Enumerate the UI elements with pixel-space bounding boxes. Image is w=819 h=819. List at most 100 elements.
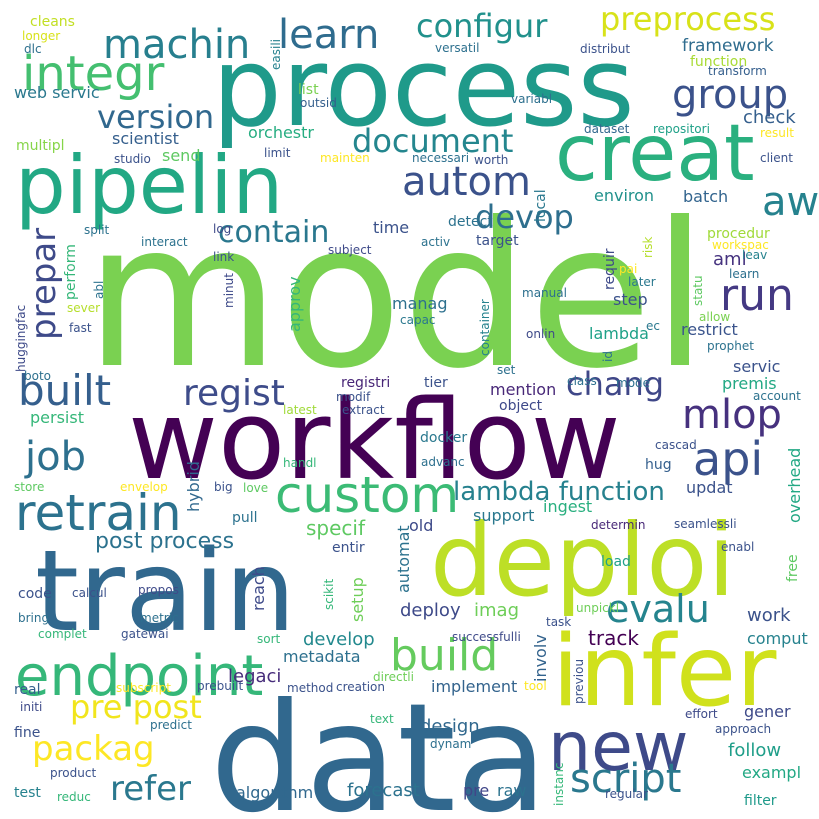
cloud-word: perform — [63, 244, 79, 300]
cloud-word: refer — [110, 769, 191, 809]
cloud-word: process — [212, 23, 635, 151]
cloud-word: script — [570, 756, 681, 802]
cloud-word: id — [601, 351, 615, 362]
cloud-word: bring — [18, 611, 49, 625]
cloud-word: web servic — [14, 83, 100, 102]
cloud-word: creation — [336, 680, 385, 694]
cloud-word: machin — [103, 22, 250, 68]
cloud-word: procedur — [707, 226, 770, 242]
cloud-word: devop — [475, 198, 574, 236]
cloud-word: forecast — [347, 780, 420, 801]
cloud-word: enabl — [721, 540, 754, 554]
cloud-word: entir — [332, 540, 365, 556]
cloud-word: sort — [257, 632, 281, 646]
cloud-word: follow — [728, 740, 781, 761]
cloud-word: list — [298, 82, 319, 98]
cloud-word: run — [720, 270, 794, 321]
cloud-word: predict — [150, 718, 192, 732]
cloud-word: check — [743, 107, 796, 128]
cloud-word: pai — [619, 262, 637, 276]
cloud-word: involv — [531, 634, 550, 682]
cloud-word: outsid — [300, 96, 337, 110]
cloud-word: subscript — [116, 681, 171, 695]
cloud-word: implement — [431, 677, 517, 696]
cloud-word: instanc — [552, 763, 566, 806]
cloud-word: class — [567, 374, 597, 388]
cloud-word: support — [473, 506, 534, 525]
cloud-word: legaci — [228, 666, 281, 687]
cloud-word: test — [14, 785, 41, 801]
cloud-word: approach — [715, 722, 771, 736]
cloud-word: split — [84, 223, 110, 237]
cloud-word: gener — [744, 702, 791, 721]
cloud-word: metadata — [283, 647, 361, 666]
cloud-word: statu — [691, 275, 705, 306]
cloud-word: handl — [283, 456, 317, 470]
cloud-word: train — [35, 527, 296, 657]
cloud-word: built — [18, 366, 111, 415]
cloud-word: workspac — [712, 238, 769, 252]
cloud-word: dlc — [24, 42, 42, 56]
cloud-word: preprocess — [600, 0, 775, 38]
cloud-word: learn — [729, 267, 759, 281]
cloud-word: leav — [742, 248, 767, 262]
cloud-word: aml — [713, 249, 747, 270]
cloud-word: version — [97, 98, 214, 136]
cloud-word: retrain — [15, 484, 182, 542]
cloud-word: mode — [616, 376, 650, 390]
cloud-word: requir — [602, 248, 618, 290]
cloud-word: hug — [645, 457, 672, 473]
cloud-word: abl — [92, 281, 106, 299]
cloud-word: load — [601, 554, 631, 570]
cloud-word: versatil — [435, 41, 479, 55]
cloud-word: registri — [341, 375, 390, 391]
cloud-word: setup — [348, 577, 367, 622]
cloud-word: develop — [303, 629, 375, 650]
cloud-word: lambda — [589, 324, 649, 343]
cloud-word: fast — [69, 321, 92, 335]
cloud-word: local — [533, 189, 549, 222]
cloud-word: persist — [30, 408, 84, 427]
cloud-word: initi — [20, 700, 42, 714]
cloud-word: extract — [342, 403, 385, 417]
cloud-word: new — [548, 708, 689, 787]
cloud-word: method — [287, 681, 333, 695]
cloud-word: track — [588, 626, 639, 650]
cloud-word: overhead — [785, 448, 804, 523]
cloud-word: dataset — [584, 122, 630, 136]
cloud-word: longer — [22, 29, 60, 43]
cloud-word: pre post — [70, 688, 202, 726]
cloud-word: endpoint — [15, 644, 263, 709]
cloud-word: envelop — [120, 480, 168, 494]
cloud-word: reduc — [57, 790, 91, 804]
cloud-word: calcul — [72, 586, 107, 600]
cloud-word: updat — [686, 478, 733, 497]
cloud-word: onlin — [526, 327, 555, 341]
cloud-word: determin — [591, 518, 645, 532]
cloud-word: old — [409, 516, 433, 535]
cloud-word: effort — [685, 707, 718, 721]
cloud-word: imag — [474, 600, 519, 621]
cloud-word: successfulli — [452, 630, 521, 644]
cloud-word: prebuilt — [197, 679, 244, 693]
cloud-word: workflow — [128, 376, 621, 504]
cloud-word: orchestr — [248, 123, 314, 142]
cloud-word: post process — [95, 529, 234, 554]
cloud-word: batch — [683, 187, 728, 206]
cloud-word: mainten — [320, 151, 370, 165]
cloud-word: interact — [141, 235, 188, 249]
cloud-word: learn — [278, 12, 379, 58]
cloud-word: manual — [522, 286, 567, 300]
cloud-word: approv — [285, 276, 304, 332]
cloud-word: regular — [605, 787, 648, 801]
cloud-word: deploi — [430, 502, 735, 619]
cloud-word: sever — [67, 301, 100, 315]
cloud-word: limit — [264, 146, 291, 160]
cloud-word: product — [50, 766, 96, 780]
cloud-word: scikit — [322, 579, 336, 610]
cloud-word: pull — [232, 510, 258, 526]
cloud-word: cascad — [655, 438, 697, 452]
cloud-word: filter — [744, 793, 777, 809]
cloud-word: worth — [474, 153, 508, 167]
